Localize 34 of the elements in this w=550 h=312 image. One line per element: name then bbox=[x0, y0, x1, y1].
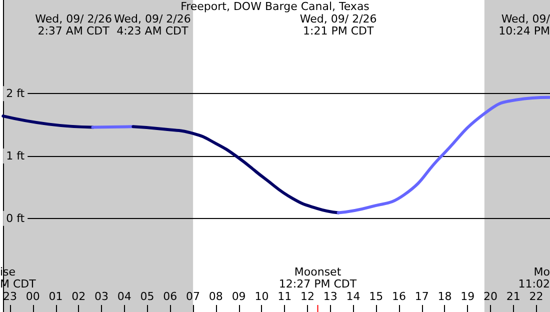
annotation: Wed, 09/ 2/26 4:23 AM CDT bbox=[114, 12, 191, 38]
x-tick-label: 19 bbox=[460, 290, 475, 303]
x-tick-label: 08 bbox=[208, 290, 223, 303]
annotation: Wed, 09/ 10:24 PM bbox=[498, 12, 550, 38]
x-tick-label: 18 bbox=[438, 290, 452, 303]
annotation: Wed, 09/ 2/26 2:37 AM CDT bbox=[35, 12, 112, 38]
annotation: Mo 11:02 bbox=[518, 266, 550, 290]
x-tick-label: 16 bbox=[392, 290, 406, 303]
chart-title: Freeport, DOW Barge Canal, Texas bbox=[180, 0, 370, 13]
x-tick-label: 00 bbox=[26, 290, 40, 303]
x-tick-label: 03 bbox=[94, 290, 109, 303]
x-tick-label: 22 bbox=[529, 290, 544, 303]
x-tick-label: 01 bbox=[48, 290, 63, 303]
y-tick-label: 0 ft bbox=[6, 212, 26, 225]
x-tick-label: 04 bbox=[117, 290, 132, 303]
x-tick-label: 10 bbox=[254, 290, 269, 303]
x-tick-label: 14 bbox=[346, 290, 360, 303]
x-tick-label: 07 bbox=[186, 290, 200, 303]
x-tick-label: 15 bbox=[369, 290, 384, 303]
annotation: Wed, 09/ 2/26 1:21 PM CDT bbox=[300, 12, 377, 38]
x-tick-label: 06 bbox=[163, 290, 178, 303]
x-tick-label: 12 bbox=[300, 290, 314, 303]
x-tick-label: 02 bbox=[72, 290, 86, 303]
x-tick-label: 09 bbox=[232, 290, 246, 303]
x-tick-label: 11 bbox=[278, 290, 292, 303]
ref-line-label: Moonset 12:27 PM CDT bbox=[278, 266, 357, 290]
y-tick-label: 1 ft bbox=[6, 150, 26, 162]
y-tick-label: 2 ft bbox=[6, 87, 26, 100]
x-tick-label: 21 bbox=[506, 290, 520, 303]
x-tick-label: 20 bbox=[484, 290, 498, 303]
x-tick-label: 13 bbox=[323, 290, 338, 303]
x-tick-label: 23 bbox=[3, 290, 17, 303]
x-tick-label: 17 bbox=[414, 290, 429, 303]
x-tick-label: 05 bbox=[140, 290, 154, 303]
